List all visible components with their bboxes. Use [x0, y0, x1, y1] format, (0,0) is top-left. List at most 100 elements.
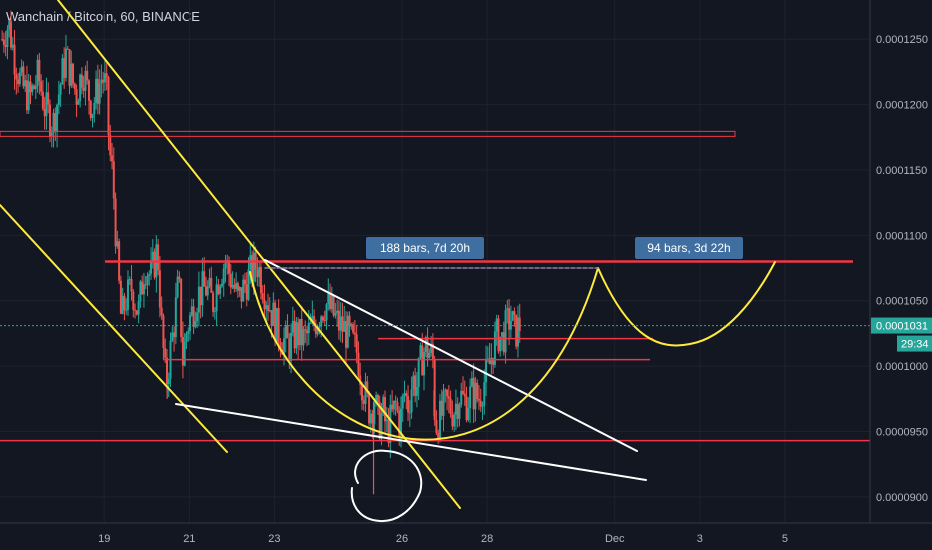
candle	[38, 52, 41, 95]
candle	[332, 294, 335, 318]
candle-body	[160, 307, 163, 316]
candle	[2, 32, 5, 53]
candle	[316, 324, 319, 337]
candle	[462, 376, 465, 396]
candle-body	[307, 323, 310, 334]
candle-body	[293, 320, 296, 349]
time-axis-panel[interactable]	[0, 523, 932, 550]
candle-body	[252, 252, 255, 282]
candle	[325, 303, 328, 330]
candle	[504, 304, 507, 364]
candle	[492, 357, 495, 374]
candle-body	[442, 391, 445, 416]
candle	[190, 298, 193, 317]
measure-label-1: 188 bars, 7d 20h	[366, 237, 484, 259]
candle	[306, 325, 309, 346]
candle	[144, 275, 147, 290]
candle-body	[102, 79, 105, 83]
candle-body	[492, 357, 495, 365]
candle-body	[424, 336, 427, 353]
candle	[261, 285, 264, 304]
candle	[345, 311, 348, 363]
candle	[75, 84, 78, 118]
candle	[15, 67, 18, 95]
candle	[428, 348, 431, 359]
candle-body	[449, 398, 452, 415]
bar-countdown: 29:34	[901, 339, 929, 351]
candle-body	[313, 316, 316, 326]
candle	[364, 372, 367, 412]
candle	[353, 319, 356, 347]
candle	[208, 268, 211, 289]
candle	[454, 389, 457, 431]
candle-body	[9, 21, 12, 48]
candle-body	[284, 325, 287, 339]
candle-body	[4, 44, 7, 48]
candle	[41, 80, 44, 111]
candle	[180, 278, 183, 343]
candle	[135, 310, 138, 316]
candle-body	[153, 251, 156, 278]
candle-body	[72, 63, 75, 84]
candle	[9, 10, 12, 51]
candle	[224, 254, 227, 283]
candle	[493, 321, 496, 368]
candle-body	[212, 292, 215, 312]
candle-body	[48, 104, 51, 137]
wedge-lower-line	[175, 403, 647, 481]
candle	[187, 327, 190, 342]
candle-body	[412, 375, 415, 390]
candle	[59, 82, 62, 107]
candle	[481, 401, 484, 420]
candle-body	[75, 89, 78, 105]
candle	[89, 99, 92, 121]
candle-body	[430, 343, 433, 353]
candle	[109, 124, 112, 162]
candle	[13, 29, 16, 90]
candle	[87, 79, 90, 115]
candle-body	[481, 405, 484, 407]
candle-body	[36, 59, 39, 86]
candle-body	[54, 112, 57, 132]
candle	[242, 274, 245, 302]
candle-body	[233, 284, 236, 289]
candle	[57, 80, 60, 115]
candle-body	[112, 161, 115, 199]
candle	[437, 429, 440, 444]
candle-body	[132, 291, 135, 310]
channel-upper-line	[57, 0, 461, 509]
candle	[293, 310, 296, 353]
candle-body	[343, 321, 346, 332]
candle	[423, 347, 426, 391]
candle	[378, 395, 381, 441]
candle-body	[362, 400, 365, 404]
candle-body	[86, 70, 89, 81]
candle-body	[291, 320, 294, 333]
candle-body	[300, 319, 303, 346]
candle	[375, 391, 378, 407]
candle	[359, 362, 362, 396]
candle	[197, 271, 200, 327]
price-axis-panel[interactable]	[870, 0, 932, 523]
chart-title: Wanchain / Bitcoin, 60, BINANCE	[6, 9, 200, 24]
candle-body	[392, 400, 395, 410]
candle-body	[314, 325, 317, 335]
candle	[474, 376, 477, 422]
candle	[449, 390, 452, 418]
candle-body	[360, 384, 363, 401]
candle	[235, 272, 238, 293]
candle	[243, 272, 246, 294]
candle-body	[352, 324, 355, 333]
candle-body	[1, 39, 4, 41]
candle	[137, 294, 140, 324]
candle-body	[288, 338, 291, 362]
candle-body	[501, 332, 504, 337]
candle-body	[513, 311, 516, 315]
candle-body	[511, 311, 514, 321]
candle	[36, 54, 39, 93]
candle-body	[408, 412, 411, 414]
candle-body	[59, 84, 62, 95]
horizontal-levels	[0, 130, 870, 442]
candle-body	[295, 322, 298, 349]
